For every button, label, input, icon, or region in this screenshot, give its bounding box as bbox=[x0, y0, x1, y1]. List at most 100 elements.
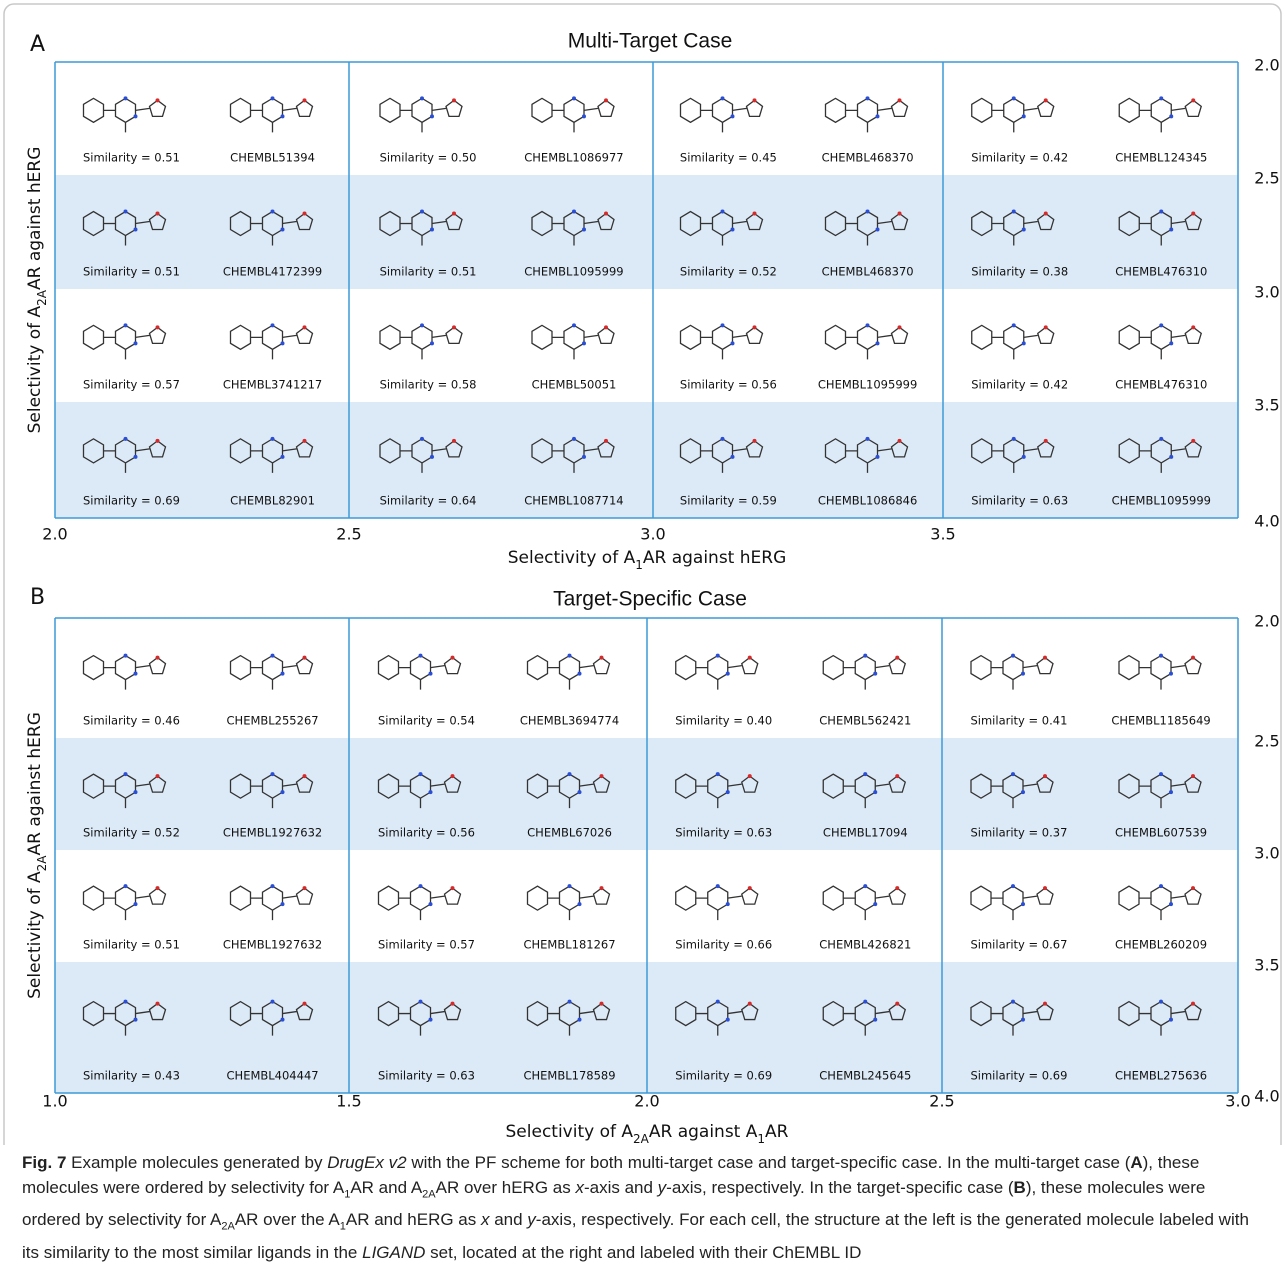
chembl-id: CHEMBL17094 bbox=[823, 826, 908, 840]
subscript: 2A bbox=[35, 289, 49, 306]
caption-text: 2A bbox=[221, 1221, 234, 1233]
similarity-label: Similarity = 0.63 bbox=[971, 494, 1068, 508]
chembl-id: CHEMBL476310 bbox=[1115, 378, 1207, 392]
label-part: Selectivity of A bbox=[25, 871, 45, 999]
similarity-label: Similarity = 0.63 bbox=[378, 1069, 475, 1083]
similarity-label: Similarity = 0.40 bbox=[675, 714, 772, 728]
x-axis-label: Selectivity of A1AR against hERG bbox=[508, 548, 787, 572]
caption-text: DrugEx v2 bbox=[327, 1153, 406, 1172]
chembl-id: CHEMBL275636 bbox=[1115, 1069, 1207, 1083]
chembl-id: CHEMBL426821 bbox=[819, 938, 911, 952]
subscript: 1 bbox=[757, 1132, 765, 1146]
similarity-label: Similarity = 0.41 bbox=[970, 714, 1067, 728]
similarity-label: Similarity = 0.69 bbox=[83, 494, 180, 508]
x-tick-label: 3.0 bbox=[1225, 1092, 1250, 1111]
caption-text: AR and A bbox=[350, 1178, 422, 1197]
similarity-label: Similarity = 0.51 bbox=[380, 265, 477, 279]
chembl-id: CHEMBL260209 bbox=[1115, 938, 1207, 952]
chembl-id: CHEMBL607539 bbox=[1115, 826, 1207, 840]
similarity-label: Similarity = 0.69 bbox=[970, 1069, 1067, 1083]
x-tick-label: 1.5 bbox=[336, 1092, 361, 1111]
caption-text: AR over the A bbox=[235, 1210, 340, 1229]
similarity-label: Similarity = 0.52 bbox=[680, 265, 777, 279]
y-tick-label: 3.5 bbox=[1254, 956, 1279, 975]
caption-text: A bbox=[1130, 1153, 1142, 1172]
y-tick-label: 3.0 bbox=[1254, 844, 1279, 863]
y-tick-label: 2.0 bbox=[1254, 612, 1279, 631]
label-part: AR bbox=[765, 1122, 789, 1142]
caption-text: B bbox=[1014, 1178, 1026, 1197]
figure: A Multi-Target Case Similarity = 0.51 CHEMB… bbox=[0, 0, 1285, 1145]
x-tick-label: 1.0 bbox=[42, 1092, 67, 1111]
label-part: Selectivity of A bbox=[25, 306, 45, 434]
panel-label: B bbox=[30, 585, 45, 610]
chembl-id: CHEMBL124345 bbox=[1115, 151, 1207, 165]
y-tick-label: 4.0 bbox=[1254, 1087, 1279, 1106]
x-tick-label: 2.0 bbox=[42, 525, 67, 544]
y-axis-label: Selectivity of A2AAR against hERG bbox=[25, 147, 49, 434]
caption-text: 2A bbox=[422, 1188, 435, 1200]
caption-text: Fig. 7 bbox=[22, 1153, 66, 1172]
similarity-label: Similarity = 0.38 bbox=[971, 265, 1068, 279]
y-tick-label: 3.5 bbox=[1254, 396, 1279, 415]
y-tick-label: 4.0 bbox=[1254, 512, 1279, 531]
similarity-label: Similarity = 0.42 bbox=[971, 151, 1068, 165]
y-axis-label: Selectivity of A2AAR against hERG bbox=[25, 712, 49, 999]
chembl-id: CHEMBL1095999 bbox=[818, 378, 917, 392]
chembl-id: CHEMBL50051 bbox=[532, 378, 617, 392]
chembl-id: CHEMBL3741217 bbox=[223, 378, 322, 392]
label-part: Selectivity of A bbox=[508, 548, 636, 568]
label-part: AR against hERG bbox=[643, 548, 786, 568]
similarity-label: Similarity = 0.43 bbox=[83, 1069, 180, 1083]
chembl-id: CHEMBL82901 bbox=[230, 494, 315, 508]
y-tick-label: 2.0 bbox=[1254, 56, 1279, 75]
similarity-label: Similarity = 0.69 bbox=[675, 1069, 772, 1083]
subscript: 2A bbox=[35, 855, 49, 872]
similarity-label: Similarity = 0.37 bbox=[970, 826, 1067, 840]
chembl-id: CHEMBL1185649 bbox=[1111, 714, 1210, 728]
similarity-label: Similarity = 0.46 bbox=[83, 714, 180, 728]
label-part: AR against hERG bbox=[25, 147, 45, 290]
caption-text: y bbox=[658, 1178, 667, 1197]
chembl-id: CHEMBL468370 bbox=[822, 265, 914, 279]
caption-text: y bbox=[527, 1210, 536, 1229]
chembl-id: CHEMBL255267 bbox=[227, 714, 319, 728]
caption-text: with the PF scheme for both multi-target… bbox=[407, 1153, 1131, 1172]
similarity-label: Similarity = 0.63 bbox=[675, 826, 772, 840]
page: A Multi-Target Case Similarity = 0.51 CHEMB… bbox=[0, 0, 1285, 1263]
panel-title: Multi-Target Case bbox=[568, 30, 733, 53]
similarity-label: Similarity = 0.57 bbox=[83, 378, 180, 392]
y-tick-label: 2.5 bbox=[1254, 732, 1279, 751]
caption-text: AR and hERG as bbox=[346, 1210, 481, 1229]
chembl-id: CHEMBL3694774 bbox=[520, 714, 619, 728]
similarity-label: Similarity = 0.52 bbox=[83, 826, 180, 840]
similarity-label: Similarity = 0.57 bbox=[378, 938, 475, 952]
similarity-label: Similarity = 0.51 bbox=[83, 265, 180, 279]
similarity-label: Similarity = 0.66 bbox=[675, 938, 772, 952]
chembl-id: CHEMBL245645 bbox=[819, 1069, 911, 1083]
chembl-id: CHEMBL51394 bbox=[230, 151, 315, 165]
similarity-label: Similarity = 0.51 bbox=[83, 938, 180, 952]
x-tick-label: 2.5 bbox=[929, 1092, 954, 1111]
panel-label: A bbox=[30, 32, 45, 57]
chembl-id: CHEMBL1927632 bbox=[223, 938, 322, 952]
chembl-id: CHEMBL476310 bbox=[1115, 265, 1207, 279]
panel-title: Target-Specific Case bbox=[553, 588, 747, 611]
similarity-label: Similarity = 0.51 bbox=[83, 151, 180, 165]
chembl-id: CHEMBL178589 bbox=[523, 1069, 615, 1083]
caption-text: LIGAND bbox=[362, 1243, 425, 1262]
chembl-id: CHEMBL562421 bbox=[819, 714, 911, 728]
caption-text: AR over hERG as bbox=[436, 1178, 576, 1197]
similarity-label: Similarity = 0.58 bbox=[380, 378, 477, 392]
x-tick-label: 3.0 bbox=[640, 525, 665, 544]
similarity-label: Similarity = 0.54 bbox=[378, 714, 475, 728]
caption-text: Example molecules generated by bbox=[66, 1153, 327, 1172]
chembl-id: CHEMBL404447 bbox=[227, 1069, 319, 1083]
x-tick-label: 2.5 bbox=[336, 525, 361, 544]
similarity-label: Similarity = 0.67 bbox=[970, 938, 1067, 952]
chembl-id: CHEMBL1095999 bbox=[524, 265, 623, 279]
similarity-label: Similarity = 0.59 bbox=[680, 494, 777, 508]
caption-text: -axis and bbox=[584, 1178, 658, 1197]
similarity-label: Similarity = 0.56 bbox=[378, 826, 475, 840]
chembl-id: CHEMBL4172399 bbox=[223, 265, 322, 279]
